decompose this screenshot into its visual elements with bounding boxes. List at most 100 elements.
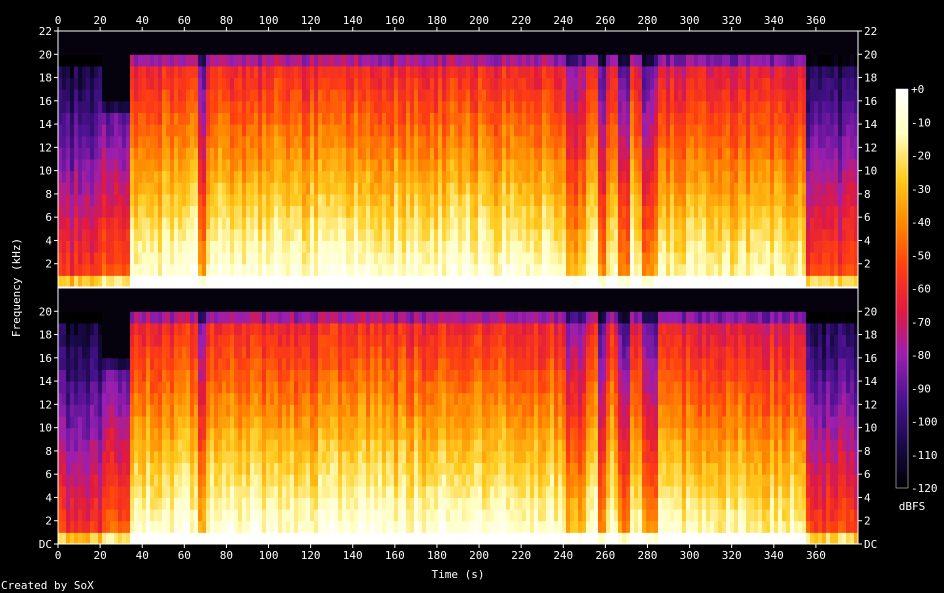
spectrogram-cell <box>154 193 159 207</box>
spectrogram-cell <box>466 228 471 241</box>
spectrogram-cell <box>458 100 463 113</box>
spectrogram-cell <box>598 182 603 195</box>
spectrogram-cell <box>446 170 451 183</box>
spectrogram-cell <box>238 31 243 44</box>
spectrogram-cell <box>682 217 687 230</box>
spectrogram-cell <box>102 439 107 452</box>
spectrogram-cell <box>242 54 247 67</box>
spectrogram-cell <box>630 112 635 125</box>
spectrogram-cell <box>682 240 687 253</box>
spectrogram-cell <box>102 89 107 102</box>
spectrogram-cell <box>338 124 343 137</box>
spectrogram-cell <box>98 450 103 464</box>
spectrogram-cell <box>450 159 455 172</box>
spectrogram-cell <box>306 193 311 207</box>
spectrogram-cell <box>294 217 299 230</box>
spectrogram-cell <box>518 54 523 67</box>
spectrogram-cell <box>142 65 147 79</box>
spectrogram-cell <box>618 77 623 90</box>
spectrogram-cell <box>218 252 223 265</box>
spectrogram-cell <box>674 170 679 183</box>
spectrogram-cell <box>590 147 595 160</box>
spectrogram-cell <box>598 263 603 276</box>
spectrogram-cell <box>158 228 163 241</box>
spectrogram-cell <box>586 159 591 172</box>
spectrogram-cell <box>826 65 831 79</box>
spectrogram-cell <box>434 170 439 183</box>
spectrogram-cell <box>522 100 527 113</box>
spectrogram-cell <box>274 240 279 253</box>
spectrogram-cell <box>138 275 143 288</box>
spectrogram-cell <box>130 112 135 125</box>
spectrogram-cell <box>102 217 107 230</box>
spectrogram-cell <box>498 89 503 102</box>
spectrogram-cell <box>90 381 95 394</box>
spectrogram-cell <box>234 228 239 241</box>
spectrogram-cell <box>498 124 503 137</box>
spectrogram-cell <box>178 54 183 67</box>
spectrogram-cell <box>622 124 627 137</box>
spectrogram-cell <box>434 42 439 55</box>
spectrogram-cell <box>574 275 579 288</box>
spectrogram-cell <box>842 112 847 125</box>
spectrogram-cell <box>482 159 487 172</box>
spectrogram-cell <box>98 112 103 125</box>
spectrogram-cell <box>314 193 319 207</box>
spectrogram-cell <box>418 42 423 55</box>
spectrogram-cell <box>702 159 707 172</box>
spectrogram-cell <box>370 54 375 67</box>
spectrogram-cell <box>426 54 431 67</box>
spectrogram-cell <box>658 275 663 288</box>
spectrogram-cell <box>854 228 859 241</box>
spectrogram-cell <box>310 275 315 288</box>
spectrogram-cell <box>318 159 323 172</box>
spectrogram-cell <box>462 89 467 102</box>
spectrogram-cell <box>494 112 499 125</box>
spectrogram-cell <box>154 182 159 195</box>
spectrogram-cell <box>274 193 279 207</box>
spectrogram-cell <box>202 77 207 90</box>
spectrogram-cell <box>262 159 267 172</box>
spectrogram-cell <box>450 240 455 253</box>
spectrogram-cell <box>110 427 115 440</box>
spectrogram-cell <box>206 54 211 67</box>
spectrogram-cell <box>66 42 71 55</box>
spectrogram-cell <box>234 263 239 276</box>
spectrogram-cell <box>150 124 155 137</box>
spectrogram-cell <box>298 159 303 172</box>
spectrogram-cell <box>138 263 143 276</box>
spectrogram-cell <box>330 252 335 265</box>
spectrogram-column <box>854 31 859 288</box>
spectrogram-cell <box>614 182 619 195</box>
spectrogram-cell <box>782 263 787 276</box>
spectrogram-cell <box>498 193 503 207</box>
spectrogram-cell <box>118 77 123 90</box>
spectrogram-cell <box>662 100 667 113</box>
spectrogram-column <box>98 288 103 545</box>
spectrogram-column <box>94 31 99 288</box>
spectrogram-cell <box>478 193 483 207</box>
spectrogram-cell <box>742 65 747 79</box>
spectrogram-cell <box>162 65 167 79</box>
spectrogram-cell <box>638 135 643 148</box>
spectrogram-cell <box>414 159 419 172</box>
spectrogram-cell <box>486 240 491 253</box>
spectrogram-cell <box>322 65 327 79</box>
spectrogram-cell <box>806 240 811 253</box>
spectrogram-cell <box>730 182 735 195</box>
spectrogram-cell <box>774 31 779 44</box>
spectrogram-cell <box>606 228 611 241</box>
spectrogram-cell <box>426 159 431 172</box>
spectrogram-cell <box>678 124 683 137</box>
spectrogram-cell <box>334 240 339 253</box>
spectrogram-cell <box>782 228 787 241</box>
spectrogram-cell <box>846 170 851 183</box>
spectrogram-cell <box>426 275 431 288</box>
spectrogram-cell <box>86 346 91 359</box>
spectrogram-cell <box>554 65 559 79</box>
spectrogram-cell <box>146 65 151 79</box>
spectrogram-cell <box>82 288 87 301</box>
spectrogram-cell <box>286 217 291 230</box>
spectrogram-cell <box>702 275 707 288</box>
spectrogram-cell <box>342 182 347 195</box>
